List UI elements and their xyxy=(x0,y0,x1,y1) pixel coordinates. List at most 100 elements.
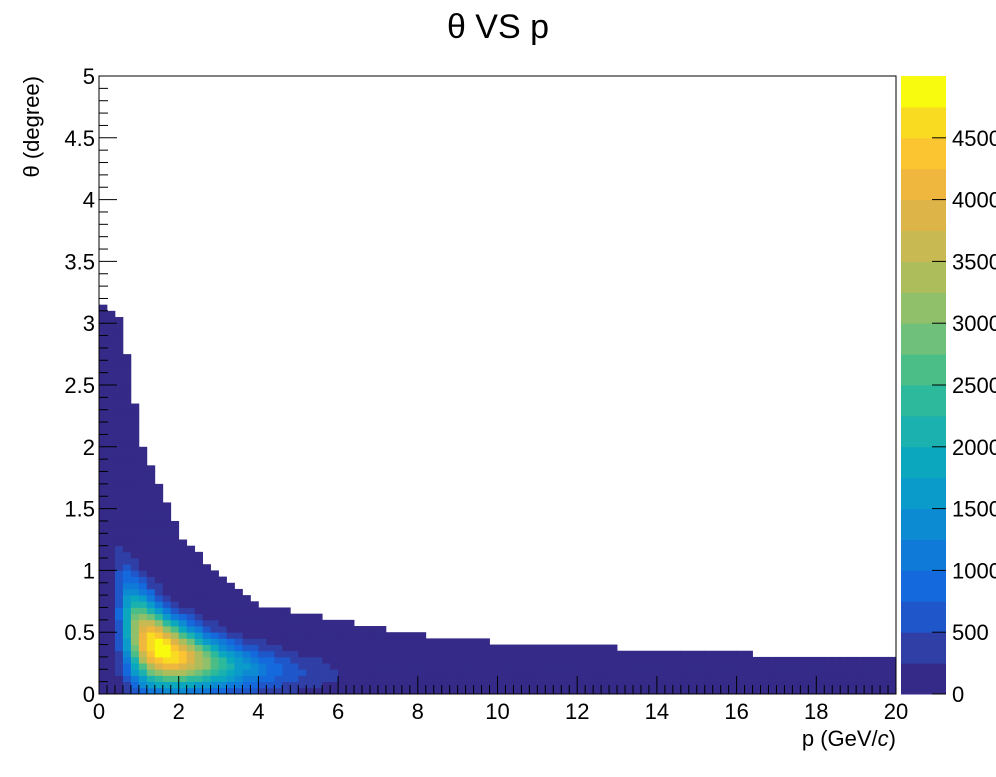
heatmap-cell xyxy=(266,632,275,639)
heatmap-cell xyxy=(864,663,873,670)
heatmap-cell xyxy=(162,626,172,633)
heatmap-cell xyxy=(106,385,116,392)
heatmap-cell xyxy=(816,687,825,695)
colorbar-segment xyxy=(901,446,946,479)
heatmap-cell xyxy=(290,644,299,652)
colorbar-segment xyxy=(901,385,946,417)
heatmap-cell xyxy=(728,687,737,695)
heatmap-cell xyxy=(114,409,124,417)
heatmap-cell xyxy=(122,391,132,398)
heatmap-cell xyxy=(114,323,124,330)
heatmap-cell xyxy=(106,341,116,349)
heatmap-cell xyxy=(704,687,714,695)
heatmap-cell xyxy=(617,687,626,695)
heatmap-cell xyxy=(146,644,156,652)
heatmap-cell xyxy=(114,335,124,343)
heatmap-cell xyxy=(114,496,124,503)
heatmap-cell xyxy=(178,588,188,596)
heatmap-cell xyxy=(178,656,188,664)
heatmap-cell xyxy=(210,669,219,676)
y-tick-label: 0 xyxy=(83,682,95,707)
heatmap-cell xyxy=(194,595,204,602)
heatmap-cell xyxy=(186,619,196,627)
heatmap-cell xyxy=(704,656,714,664)
heatmap-cell xyxy=(114,564,124,571)
heatmap-cell xyxy=(130,508,140,516)
heatmap-cell xyxy=(417,650,427,658)
heatmap-cell xyxy=(497,681,506,689)
heatmap-cell xyxy=(640,663,650,670)
heatmap-cell xyxy=(752,681,761,689)
heatmap-cell xyxy=(393,656,403,664)
heatmap-cell xyxy=(274,626,283,633)
heatmap-cell xyxy=(409,681,419,689)
heatmap-cell xyxy=(170,650,180,658)
heatmap-cell xyxy=(114,687,124,695)
heatmap-cell xyxy=(114,477,124,485)
heatmap-cell xyxy=(513,656,522,664)
heatmap-cell xyxy=(282,681,291,689)
heatmap-cell xyxy=(162,551,172,559)
heatmap-cell xyxy=(138,687,148,695)
heatmap-cell xyxy=(146,681,156,689)
heatmap-cell xyxy=(449,663,459,670)
heatmap-cell xyxy=(744,663,753,670)
heatmap-cell xyxy=(99,632,108,639)
heatmap-cell xyxy=(393,650,403,658)
heatmap-cell xyxy=(114,378,124,386)
heatmap-cell xyxy=(106,477,116,485)
heatmap-cell xyxy=(362,663,371,670)
heatmap-cell xyxy=(154,539,164,547)
heatmap-cell xyxy=(234,650,243,658)
heatmap-cell xyxy=(114,619,124,627)
heatmap-cell xyxy=(162,520,172,528)
heatmap-cell xyxy=(226,601,235,608)
heatmap-cell xyxy=(385,644,395,652)
heatmap-cell xyxy=(226,613,235,621)
heatmap-cell xyxy=(505,681,514,689)
heatmap-cell xyxy=(99,582,108,590)
heatmap-cell xyxy=(99,366,108,374)
heatmap-cell xyxy=(202,570,211,577)
heatmap-cell xyxy=(457,638,467,645)
heatmap-cell xyxy=(202,687,211,695)
heatmap-cell xyxy=(114,533,124,540)
heatmap-cell xyxy=(417,656,427,664)
heatmap-cell xyxy=(577,669,586,676)
heatmap-cell xyxy=(632,669,642,676)
colorbar-segment xyxy=(901,508,946,540)
heatmap-cell xyxy=(314,663,323,670)
heatmap-cell xyxy=(752,663,761,670)
heatmap-cell xyxy=(99,656,108,664)
heatmap-cell xyxy=(465,669,474,676)
heatmap-cell xyxy=(122,656,132,664)
heatmap-cell xyxy=(114,366,124,374)
heatmap-cell xyxy=(114,681,124,689)
heatmap-cell xyxy=(465,681,474,689)
heatmap-cell xyxy=(832,675,841,683)
heatmap-cell xyxy=(234,675,243,683)
heatmap-cell xyxy=(130,681,140,689)
heatmap-cell xyxy=(362,687,371,695)
heatmap-cell xyxy=(130,613,140,621)
heatmap-cell xyxy=(114,539,124,547)
heatmap-cell xyxy=(250,669,259,676)
heatmap-cell xyxy=(473,650,482,658)
heatmap-cell xyxy=(226,650,235,658)
heatmap-cell xyxy=(106,570,116,577)
heatmap-cell xyxy=(362,644,371,652)
heatmap-cell xyxy=(154,576,164,584)
heatmap-cell xyxy=(122,477,132,485)
heatmap-cell xyxy=(872,687,881,695)
heatmap-cell xyxy=(497,650,506,658)
heatmap-cell xyxy=(226,663,235,670)
heatmap-cell xyxy=(449,681,459,689)
heatmap-cell xyxy=(99,607,108,615)
heatmap-cell xyxy=(138,576,148,584)
heatmap-cell xyxy=(154,558,164,565)
heatmap-cell xyxy=(122,539,132,547)
x-axis-label: p (GeV/c) xyxy=(802,726,896,751)
heatmap-cell xyxy=(282,656,291,664)
heatmap-cell xyxy=(114,607,124,615)
